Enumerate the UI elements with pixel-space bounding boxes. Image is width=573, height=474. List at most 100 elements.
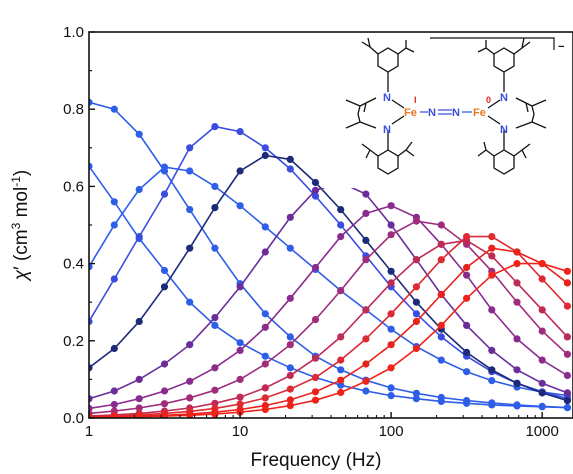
series-6-point-18 xyxy=(513,366,521,374)
right-bottom-isopropyl xyxy=(477,141,531,159)
series-7 xyxy=(89,202,572,412)
series-10-point-15 xyxy=(437,256,445,264)
series-10-point-17 xyxy=(488,233,496,241)
series-4-line xyxy=(89,125,568,400)
n-label-2: N xyxy=(383,124,391,136)
series-10-point-20 xyxy=(563,302,572,310)
series-6-point-8 xyxy=(261,248,269,256)
series-5-line xyxy=(89,154,568,402)
bridge-n-label-2: N xyxy=(452,107,460,119)
series-10-point-8 xyxy=(261,394,269,402)
y-tick-label-0: 0.0 xyxy=(63,410,84,427)
series-3-point-15 xyxy=(437,393,445,402)
series-1-line xyxy=(89,166,568,397)
series-10-line xyxy=(89,235,568,418)
series-4-point-8 xyxy=(261,144,269,152)
right-chelate-ring xyxy=(503,72,547,150)
series-7-point-2 xyxy=(110,400,118,409)
series-5-point-1 xyxy=(89,364,93,372)
series-11-point-10 xyxy=(311,388,320,396)
series-9-point-15 xyxy=(437,240,445,248)
series-11-line xyxy=(89,247,568,418)
y-tick-label-5: 1.0 xyxy=(63,24,84,41)
series-4-point-14 xyxy=(412,310,420,318)
bridge-n-label-1: N xyxy=(428,107,436,119)
series-8-point-6 xyxy=(211,386,219,394)
series-1-point-16 xyxy=(463,368,471,376)
n-label-3: N xyxy=(500,92,508,104)
series-3-point-3 xyxy=(135,130,143,138)
series-6-point-9 xyxy=(286,213,294,221)
y-axis-title: χ′ (cm3 mol-1) xyxy=(9,170,32,282)
series-12-point-10 xyxy=(311,396,320,404)
series-10-point-19 xyxy=(538,275,546,283)
right-top-aryl-ring xyxy=(493,47,515,73)
series-7-line xyxy=(89,204,568,410)
series-2-point-7 xyxy=(236,339,244,347)
series-10-point-7 xyxy=(236,400,244,408)
series-3-point-19 xyxy=(538,402,546,410)
series-2-point-1 xyxy=(89,162,93,170)
series-7-point-8 xyxy=(261,323,269,331)
series-6-point-20 xyxy=(563,389,572,397)
series-3-point-4 xyxy=(160,167,169,175)
series-3-point-20 xyxy=(563,404,572,412)
y-tick-label-2: 0.4 xyxy=(63,256,84,273)
left-bottom-isopropyl xyxy=(361,141,415,159)
series-11-point-14 xyxy=(412,317,420,326)
left-top-isopropyl xyxy=(361,37,415,55)
molecule-structure: − N N N N Fe Fe I 0 N N xyxy=(322,37,570,188)
series-6-point-3 xyxy=(135,375,143,383)
series-2-point-14 xyxy=(412,395,420,403)
series-5-point-20 xyxy=(563,397,572,405)
series-7-point-10 xyxy=(311,263,320,272)
right-top-isopropyl xyxy=(477,37,531,55)
series-9-line xyxy=(89,239,568,417)
left-n-fe-bonds xyxy=(391,99,405,125)
series-10-point-14 xyxy=(412,283,420,291)
series-4-point-7 xyxy=(236,128,244,136)
series-1-point-17 xyxy=(488,377,496,385)
series-9-point-13 xyxy=(387,279,395,287)
series-5-point-6 xyxy=(211,204,219,212)
x-tick-label-2: 100 xyxy=(379,423,404,440)
series-3-point-16 xyxy=(463,397,471,405)
n-label-4: N xyxy=(500,124,508,136)
x-tick-label-3: 1000 xyxy=(525,423,558,440)
molecule-backdrop xyxy=(322,38,570,188)
series-3-line xyxy=(89,101,568,409)
series-12-point-16 xyxy=(463,294,471,302)
series-11-point-11 xyxy=(337,376,345,384)
left-chelate-ring xyxy=(345,72,389,150)
series-7-point-12 xyxy=(362,209,370,217)
series-2-point-9 xyxy=(286,364,294,372)
series-3-point-6 xyxy=(211,244,219,252)
series-7-point-13 xyxy=(387,202,395,210)
series-3-point-1 xyxy=(89,98,93,106)
series-5-point-16 xyxy=(463,348,471,356)
series-6-point-4 xyxy=(160,360,169,368)
series-8-point-5 xyxy=(186,394,194,402)
series-3-point-18 xyxy=(513,401,521,409)
series-3-point-2 xyxy=(110,105,118,113)
series-9-point-17 xyxy=(488,252,496,260)
series-1-point-13 xyxy=(387,325,395,333)
series-9-point-6 xyxy=(211,399,219,407)
bracket xyxy=(430,37,555,50)
x-axis-title: Frequency (Hz) xyxy=(251,450,382,471)
series-1-point-3 xyxy=(135,185,143,194)
series-10-point-12 xyxy=(362,335,370,343)
series-12-point-18 xyxy=(513,260,521,268)
series-12-point-5 xyxy=(186,411,194,418)
series-7-point-7 xyxy=(236,346,244,354)
series-8-point-10 xyxy=(311,316,320,324)
series-8-point-19 xyxy=(538,327,546,335)
series-5-point-9 xyxy=(286,155,294,163)
left-top-aryl-ring xyxy=(377,47,399,73)
series-12-point-3 xyxy=(135,413,143,418)
series-10-point-11 xyxy=(337,356,345,364)
series-3-point-8 xyxy=(261,310,269,318)
series-12-point-4 xyxy=(160,412,169,418)
series-8-point-18 xyxy=(513,298,521,306)
series-8-point-7 xyxy=(236,375,244,383)
